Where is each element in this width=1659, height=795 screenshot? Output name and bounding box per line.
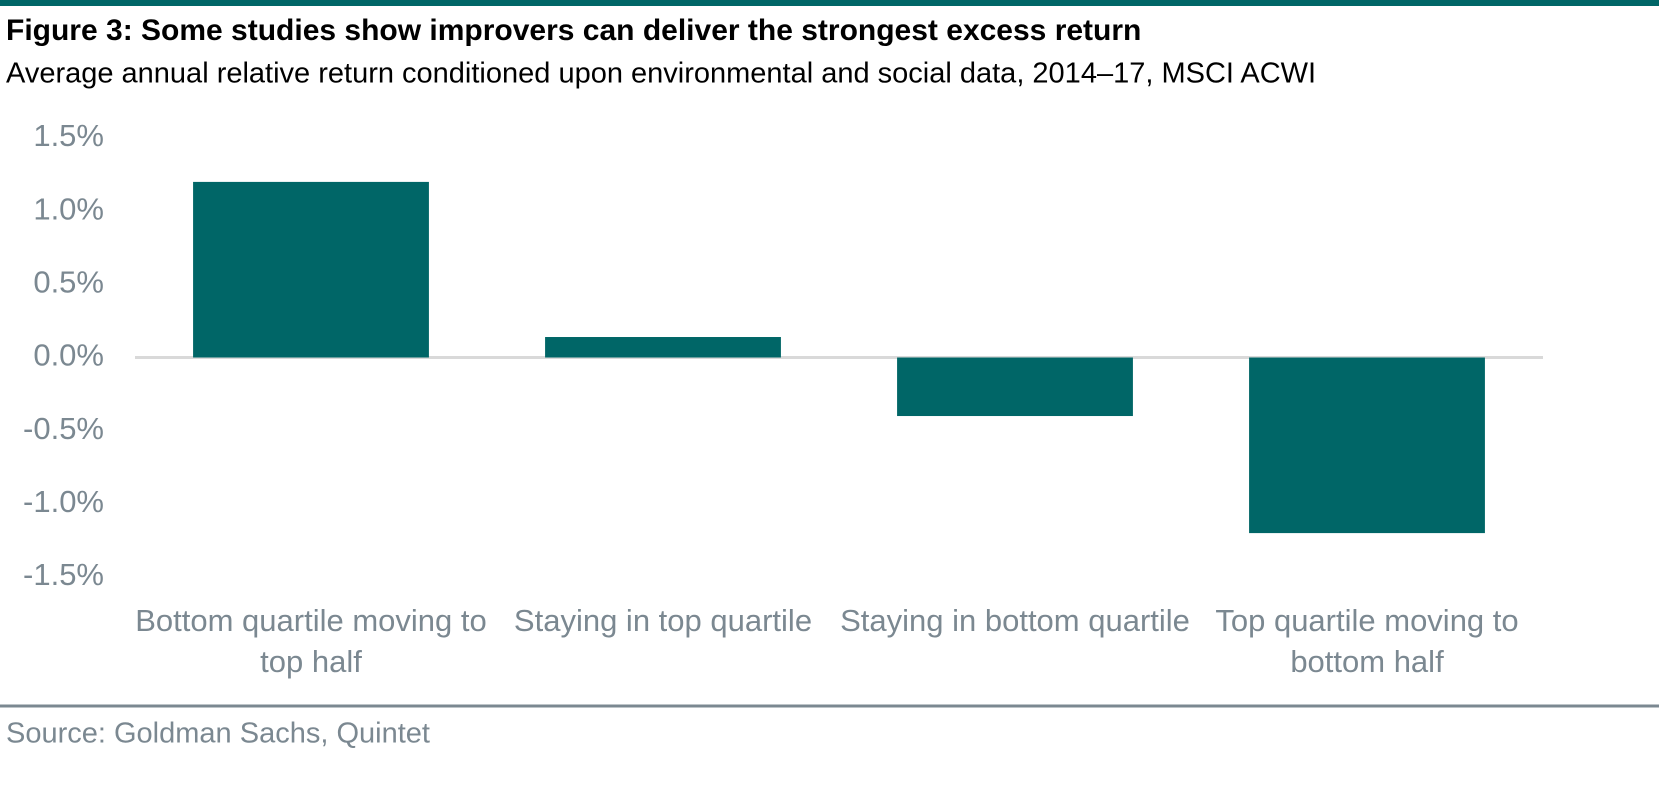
chart-title: Figure 3: Some studies show improvers ca… — [6, 14, 1141, 47]
y-tick-label: -1.0% — [23, 484, 104, 519]
bar — [545, 337, 781, 358]
y-tick-label: 0.0% — [33, 338, 104, 373]
x-tick-label: Top quartile moving to bottom half — [1215, 603, 1519, 679]
source: Source: Goldman Sachs, Quintet — [6, 718, 430, 750]
y-tick-label: -0.5% — [23, 411, 104, 446]
y-tick-label: 1.5% — [33, 118, 104, 153]
y-tick-label: -1.5% — [23, 557, 104, 592]
bar — [897, 357, 1133, 417]
y-tick-label: 1.0% — [33, 191, 104, 226]
x-tick-label: Staying in bottom quartile — [840, 603, 1190, 638]
chart-subtitle: Average annual relative return condition… — [6, 58, 1316, 90]
top-rule — [0, 0, 1659, 6]
bar — [1249, 357, 1485, 534]
x-tick-label: Bottom quartile moving to top half — [135, 603, 487, 679]
bar — [193, 181, 429, 358]
y-tick-label: 0.5% — [33, 265, 104, 300]
x-tick-label: Staying in top quartile — [513, 603, 813, 638]
